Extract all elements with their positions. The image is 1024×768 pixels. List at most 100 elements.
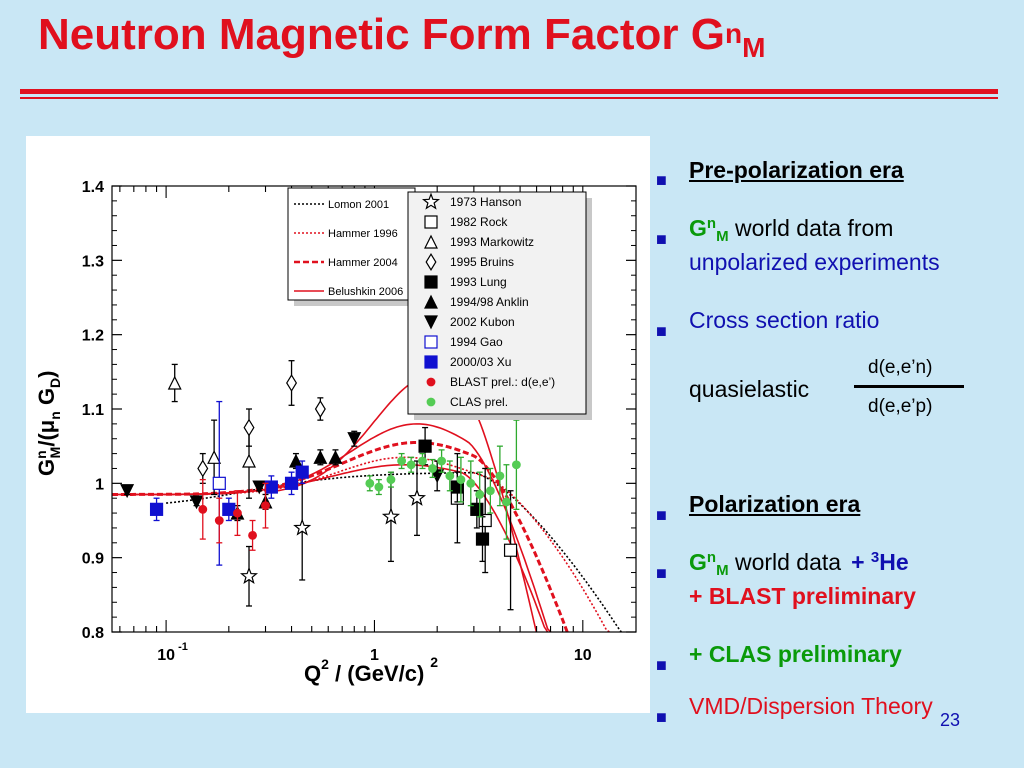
bullet-gnm-line2: unpolarized experiments (689, 249, 940, 275)
marker-legend-box (407, 191, 587, 415)
data-points (120, 360, 521, 611)
y-tick-label: 1.4 (82, 179, 104, 196)
title-rule-thin (20, 97, 998, 99)
y-tick-label: 1.2 (82, 328, 104, 345)
data-point (437, 456, 447, 466)
bullet-vmd-theory: VMD/Dispersion Theory (689, 693, 933, 719)
marker-legend-label: BLAST prel.: d(e,e’) (450, 375, 555, 389)
y-tick-label: 0.8 (82, 625, 104, 642)
marker-legend-label: 1994/98 Anklin (450, 295, 529, 309)
data-point (239, 566, 259, 584)
data-point (214, 516, 224, 525)
data-point (374, 482, 384, 492)
line-legend-box (287, 187, 416, 301)
data-point (503, 543, 518, 557)
fraction-denominator: d(e,e’p) (868, 396, 933, 417)
marker-legend-label: 1994 Gao (450, 335, 503, 349)
data-point (243, 418, 255, 437)
bullet-marker: ■ (656, 563, 667, 583)
data-point (511, 460, 521, 470)
bullet-marker: ■ (656, 655, 667, 675)
data-point (445, 471, 455, 481)
data-point (502, 497, 511, 507)
data-point (197, 459, 209, 478)
data-point (418, 456, 427, 466)
data-point (233, 508, 242, 518)
bullet-polarization-era: Polarization era (689, 491, 861, 517)
data-point (149, 502, 164, 516)
axes: 0.80.911.11.21.31.410 -1 1 10 (82, 179, 637, 664)
data-point (428, 464, 437, 473)
marker-legend-symbol (425, 253, 437, 271)
marker-legend-label: 1995 Bruins (450, 255, 514, 269)
slide-title: Neutron Magnetic Form Factor GnM (38, 10, 766, 63)
data-point (495, 471, 505, 481)
x-tick-exponent: -1 (178, 641, 188, 653)
bullet-gnm-unpolarized: GnM world data from (689, 215, 894, 245)
legend: Lomon 2001 Hammer 1996 Hammer 2004 Belushki… (287, 187, 592, 420)
marker-legend-label: 1993 Lung (450, 275, 507, 289)
data-point (466, 478, 476, 488)
data-point (286, 374, 298, 392)
data-point (485, 486, 495, 496)
data-point (248, 530, 257, 540)
title-text: Neutron Magnetic Form Factor G (38, 10, 725, 59)
marker-legend-symbol (424, 294, 438, 309)
bullet-pre-polarization: Pre-polarization era (689, 157, 904, 183)
marker-legend-label: CLAS prel. (450, 395, 508, 409)
data-point (295, 465, 309, 479)
marker-legend-symbol (424, 335, 438, 349)
marker-legend-symbol (421, 192, 441, 210)
data-point (365, 478, 375, 488)
y-tick-label: 0.9 (82, 551, 104, 568)
marker-legend-symbol (424, 234, 438, 249)
curve-hammer-2004 (112, 441, 569, 633)
data-point (430, 469, 445, 484)
data-point (198, 504, 208, 514)
data-point (347, 432, 362, 447)
bullet-marker: ■ (656, 505, 667, 525)
data-point (314, 400, 326, 418)
fraction-numerator: d(e,e’n) (868, 357, 933, 378)
marker-legend-label: 1993 Markowitz (450, 235, 534, 249)
marker-legend-label: 2000/03 Xu (450, 355, 511, 369)
line-legend-label: Lomon 2001 (328, 199, 389, 211)
quasielastic-label: quasielastic (689, 376, 810, 402)
data-point (456, 475, 466, 485)
x-tick-label: 10 (574, 647, 592, 664)
data-point (328, 449, 343, 464)
curve-lomon-2001 (166, 471, 622, 633)
bullet-marker: ■ (656, 707, 667, 727)
data-point (252, 480, 267, 495)
marker-legend-label: 1982 Rock (450, 215, 508, 229)
curve-hammer-1996 (112, 456, 611, 633)
title-superscript: n (724, 18, 743, 49)
bullet-blast-preliminary: + BLAST preliminary (689, 583, 916, 609)
data-point (475, 532, 490, 546)
marker-legend-symbol (426, 377, 436, 387)
data-point (120, 484, 135, 499)
line-legend-label: Hammer 2004 (328, 257, 398, 269)
data-point (406, 460, 416, 470)
y-tick-label: 1.3 (82, 253, 104, 270)
data-point (284, 476, 299, 490)
marker-legend-symbol (426, 397, 436, 407)
curve-belushkin-2006-b (265, 374, 538, 633)
data-point (222, 502, 236, 516)
page-number: 23 (940, 710, 961, 730)
y-tick-label: 1.1 (82, 402, 104, 419)
title-subscript: M (742, 32, 766, 63)
form-factor-chart: 0.80.911.11.21.31.410 -1 1 10 Lomon 2001Ham… (33, 179, 637, 686)
title-rule-thick (20, 89, 998, 94)
data-point (207, 449, 222, 464)
marker-legend-symbol (424, 275, 438, 289)
data-point (212, 476, 226, 490)
marker-legend-label: 2002 Kubon (450, 315, 515, 329)
marker-legend-symbol (424, 355, 438, 369)
data-point (386, 475, 396, 485)
data-point (397, 456, 407, 466)
data-point (261, 501, 270, 511)
line-legend-label: Hammer 1996 (328, 228, 398, 240)
bullet-marker: ■ (656, 229, 667, 249)
line-legend-label: Belushkin 2006 (328, 286, 403, 298)
